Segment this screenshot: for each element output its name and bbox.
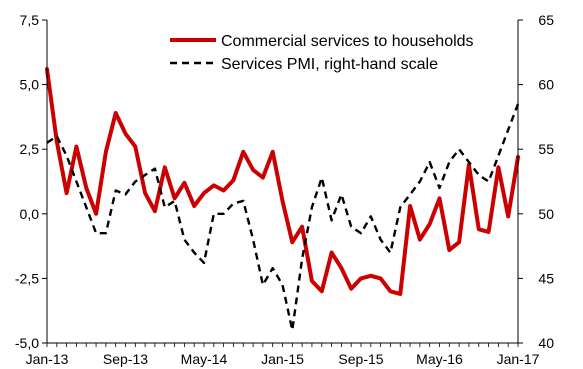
x-axis-tick-label: May-16: [416, 351, 463, 367]
plot-lines: [45, 67, 520, 332]
right-axis-tick-label: 60: [538, 77, 554, 93]
x-axis-tick-label: Sep-13: [103, 351, 148, 367]
right-axis-tick-label: 55: [538, 141, 554, 157]
right-axis-tick-label: 50: [538, 206, 554, 222]
commercial-services-line: [45, 67, 520, 296]
left-axis-tick-labels: 7,5 5,0 2,5 0,0 -2,5 -5,0: [15, 12, 39, 351]
left-axis-tick-label: 2,5: [20, 141, 40, 157]
x-axis-tick-label: Jan-15: [261, 351, 304, 367]
left-axis-tick-label: 0,0: [20, 206, 40, 222]
x-axis-tick-label: Sep-15: [338, 351, 383, 367]
right-axis-tick-label: 65: [538, 12, 554, 28]
left-axis-tick-label: 5,0: [20, 77, 40, 93]
x-axis-tick-label: May-14: [181, 351, 228, 367]
left-axis-tick-label: -2,5: [15, 270, 39, 286]
commercial-services-legend-label: Commercial services to households: [221, 33, 474, 50]
services-pmi-line: [46, 103, 520, 332]
left-axis-tick-label: -5,0: [15, 335, 39, 351]
x-axis-tick-labels: Jan-13 Sep-13 May-14 Jan-15 Sep-15 May-16 Jan-…: [26, 351, 540, 367]
left-axis-tick-label: 7,5: [20, 12, 40, 28]
right-axis-tick-labels: 65 60 55 50 45 40: [538, 12, 554, 351]
x-axis-tick-label: Jan-17: [497, 351, 540, 367]
right-axis-tick-label: 45: [538, 270, 554, 286]
axes: [42, 19, 523, 347]
right-axis-tick-label: 40: [538, 335, 554, 351]
legend: Commercial services to households Service…: [170, 33, 474, 73]
services-pmi-legend-label: Services PMI, right-hand scale: [221, 56, 438, 73]
x-axis-tick-label: Jan-13: [26, 351, 69, 367]
